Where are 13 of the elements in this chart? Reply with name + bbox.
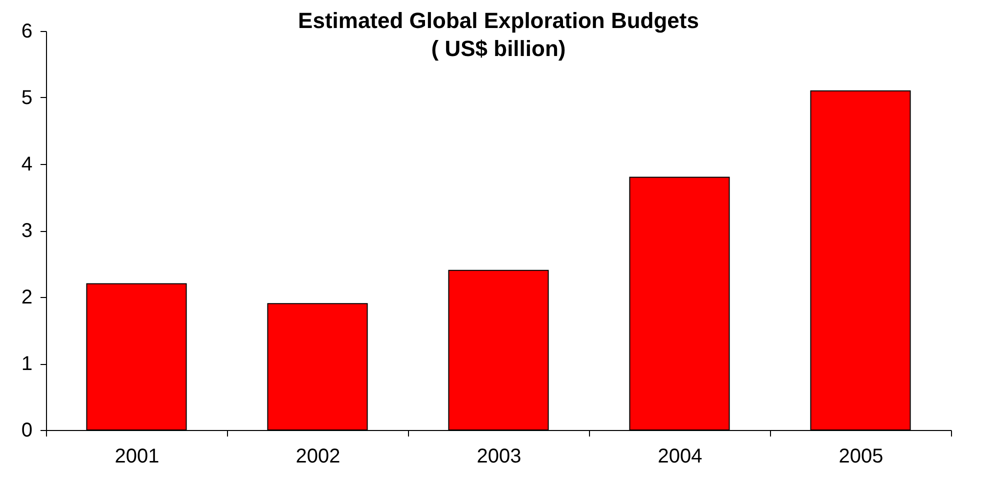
x-tick-label: 2005 <box>838 446 884 468</box>
x-tick-label: 2002 <box>296 446 340 468</box>
y-tick-label: 0 <box>21 420 32 442</box>
x-tick-label: 2004 <box>658 446 702 468</box>
x-tick-label: 2001 <box>114 446 160 468</box>
y-tick-label: 4 <box>21 154 32 176</box>
x-tick-label: 2003 <box>476 446 522 468</box>
chart-title: Estimated Global Exploration Budgets ( US$ billion) <box>298 8 699 61</box>
y-tick-label: 1 <box>21 353 32 375</box>
y-tick-label: 6 <box>21 20 32 42</box>
y-tick-label: 3 <box>21 220 32 242</box>
y-tick-label: 2 <box>21 286 32 308</box>
y-tick-label: 5 <box>21 87 32 109</box>
